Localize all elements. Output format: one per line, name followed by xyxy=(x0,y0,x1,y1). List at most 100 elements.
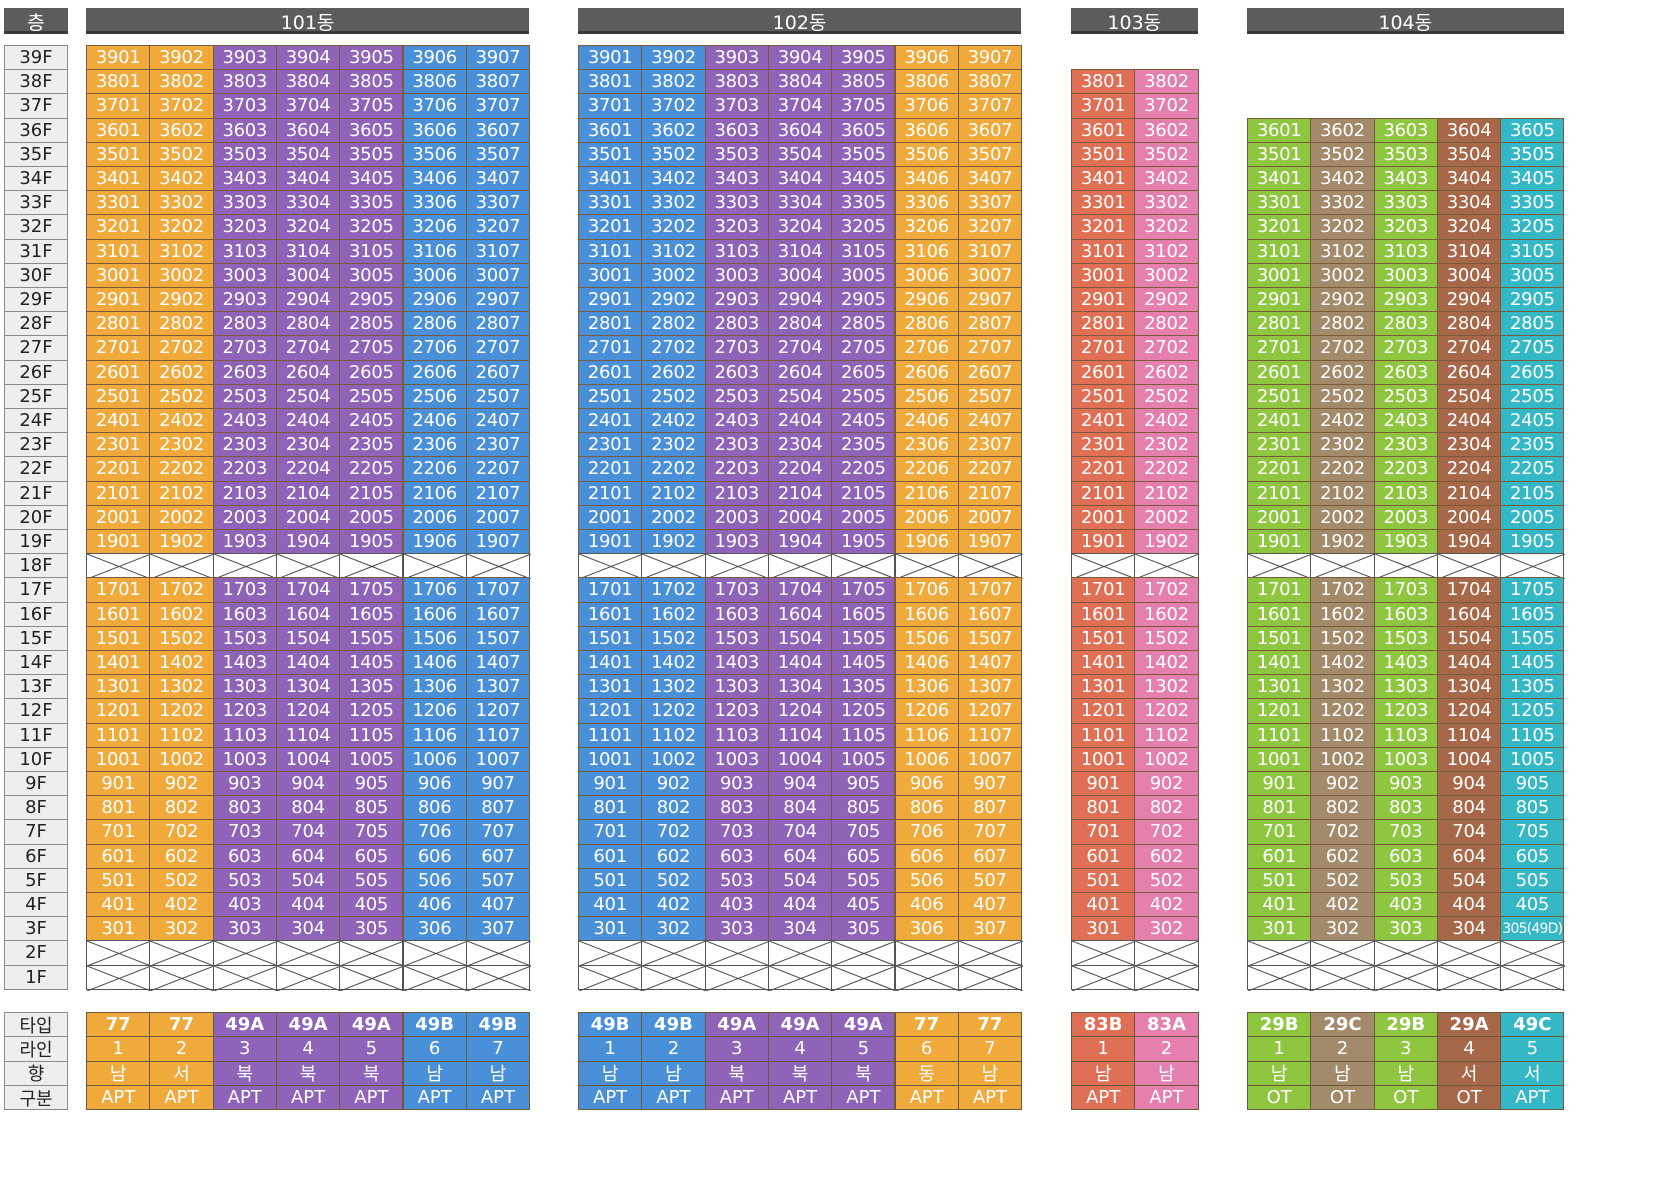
unit-cell: 3905 xyxy=(831,45,896,71)
unit-cell: 2705 xyxy=(339,335,404,361)
unit-cell: 1902 xyxy=(1134,529,1199,555)
unit-cell: 2501 xyxy=(86,383,151,409)
unit-cell: 3002 xyxy=(1134,262,1199,288)
no-unit-cell xyxy=(1071,940,1136,967)
unit-cell: 305(49D) xyxy=(1500,916,1565,942)
unit-cell: 3503 xyxy=(1373,141,1438,167)
unit-cell: 1007 xyxy=(957,746,1023,772)
unit-cell: 2601 xyxy=(86,359,151,385)
unit-cell: 2203 xyxy=(1373,456,1438,482)
unit-cell: 1707 xyxy=(957,577,1023,603)
unit-cell: 701 xyxy=(1247,819,1312,845)
unit-cell: 2301 xyxy=(1247,432,1312,458)
unit-cell: 1607 xyxy=(957,601,1023,627)
unit-cell: 1205 xyxy=(339,698,404,724)
unit-cell: 3502 xyxy=(149,141,214,167)
unit-cell: 2607 xyxy=(957,359,1023,385)
unit-cell: 1304 xyxy=(767,674,833,700)
unit-cell: 3907 xyxy=(957,45,1023,71)
attribute-label: 구분 xyxy=(4,1084,68,1111)
unit-cell: 2101 xyxy=(578,480,643,506)
unit-cell: 701 xyxy=(578,819,643,845)
no-unit-cell xyxy=(86,940,151,967)
unit-cell: 3502 xyxy=(1134,141,1199,167)
unit-cell: 607 xyxy=(465,843,531,869)
unit-cell: 706 xyxy=(402,819,467,845)
unit-cell: 2501 xyxy=(1071,383,1136,409)
unit-cell: 3501 xyxy=(86,141,151,167)
unit-cell: 2004 xyxy=(1436,504,1502,530)
unit-cell: 3306 xyxy=(894,190,959,216)
unit-cell: 301 xyxy=(1247,916,1312,942)
unit-cell: 3606 xyxy=(402,117,467,143)
unit-cell: 3604 xyxy=(1436,117,1502,143)
floor-label: 21F xyxy=(4,480,68,506)
unit-cell: 1602 xyxy=(149,601,214,627)
unit-cell: 2807 xyxy=(465,311,531,337)
unit-cell: 1507 xyxy=(465,625,531,651)
unit-cell: 803 xyxy=(1373,795,1438,821)
line-facing-cell: 동 xyxy=(894,1060,959,1086)
unit-cell: 3301 xyxy=(1071,190,1136,216)
unit-cell: 2201 xyxy=(1071,456,1136,482)
unit-cell: 3501 xyxy=(1247,141,1312,167)
unit-cell: 1002 xyxy=(149,746,214,772)
unit-cell: 3303 xyxy=(704,190,769,216)
unit-cell: 3506 xyxy=(402,141,467,167)
line-facing-cell: 북 xyxy=(212,1060,277,1086)
unit-cell: 1101 xyxy=(1071,722,1136,748)
unit-cell: 2202 xyxy=(1310,456,1375,482)
unit-cell: 3803 xyxy=(704,69,769,95)
unit-cell: 3807 xyxy=(465,69,531,95)
unit-cell: 3703 xyxy=(704,93,769,119)
unit-cell: 3505 xyxy=(831,141,896,167)
unit-cell: 3202 xyxy=(1134,214,1199,240)
unit-cell: 807 xyxy=(465,795,531,821)
unit-cell: 1303 xyxy=(1373,674,1438,700)
line-facing-cell: 남 xyxy=(1247,1060,1312,1086)
line-category-cell: APT xyxy=(578,1084,643,1111)
unit-cell: 3903 xyxy=(212,45,277,71)
line-category-cell: APT xyxy=(402,1084,467,1111)
unit-cell: 1407 xyxy=(957,650,1023,676)
unit-cell: 2702 xyxy=(1134,335,1199,361)
unit-cell: 1104 xyxy=(275,722,341,748)
unit-cell: 2705 xyxy=(831,335,896,361)
unit-cell: 2802 xyxy=(149,311,214,337)
unit-cell: 2003 xyxy=(704,504,769,530)
unit-cell: 405 xyxy=(339,892,404,918)
line-line-cell: 2 xyxy=(1134,1036,1199,1062)
line-category-cell: APT xyxy=(641,1084,706,1111)
unit-cell: 3904 xyxy=(767,45,833,71)
unit-cell: 1303 xyxy=(704,674,769,700)
line-line-cell: 5 xyxy=(339,1036,404,1062)
line-type-cell: 49C xyxy=(1500,1012,1565,1038)
unit-cell: 701 xyxy=(1071,819,1136,845)
unit-cell: 3505 xyxy=(1500,141,1565,167)
unit-cell: 1901 xyxy=(86,529,151,555)
unit-cell: 2505 xyxy=(831,383,896,409)
unit-cell: 1104 xyxy=(1436,722,1502,748)
unit-cell: 3404 xyxy=(767,166,833,192)
no-unit-cell xyxy=(402,940,468,967)
no-unit-cell xyxy=(957,940,1023,967)
unit-cell: 3804 xyxy=(767,69,833,95)
unit-cell: 301 xyxy=(1071,916,1136,942)
unit-cell: 903 xyxy=(1373,771,1438,797)
unit-cell: 1705 xyxy=(339,577,404,603)
unit-cell: 904 xyxy=(1436,771,1502,797)
no-unit-cell xyxy=(767,553,833,580)
unit-cell: 1301 xyxy=(1071,674,1136,700)
unit-cell: 3301 xyxy=(86,190,151,216)
unit-cell: 1101 xyxy=(86,722,151,748)
unit-cell: 1605 xyxy=(831,601,896,627)
line-facing-cell: 남 xyxy=(402,1060,467,1086)
unit-cell: 3306 xyxy=(402,190,467,216)
unit-cell: 2102 xyxy=(1134,480,1199,506)
unit-cell: 3403 xyxy=(212,166,277,192)
unit-cell: 1903 xyxy=(704,529,769,555)
line-type-cell: 49A xyxy=(831,1012,896,1038)
unit-cell: 1103 xyxy=(1373,722,1438,748)
unit-cell: 405 xyxy=(831,892,896,918)
